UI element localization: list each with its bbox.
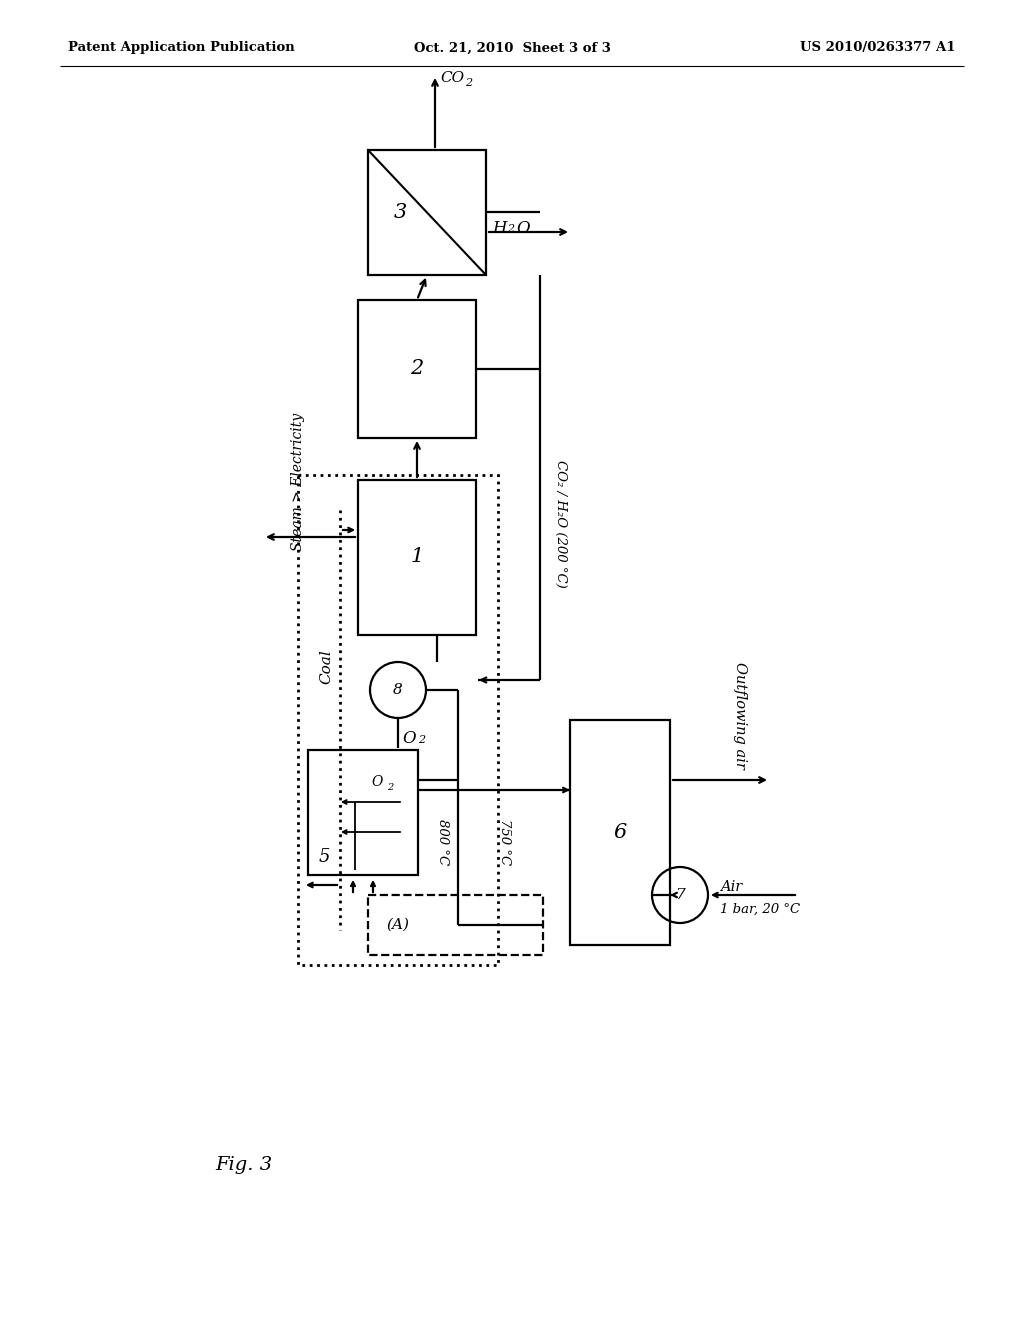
Text: Air: Air <box>720 880 742 894</box>
Text: (A): (A) <box>386 917 409 932</box>
Text: Coal: Coal <box>319 649 333 684</box>
Text: 3: 3 <box>393 202 407 222</box>
Text: Steam > Electricity: Steam > Electricity <box>291 413 305 552</box>
Text: Oct. 21, 2010  Sheet 3 of 3: Oct. 21, 2010 Sheet 3 of 3 <box>414 41 610 54</box>
Text: O: O <box>371 775 382 789</box>
Text: O: O <box>402 730 416 747</box>
Text: Patent Application Publication: Patent Application Publication <box>68 41 295 54</box>
Text: 2: 2 <box>411 359 424 379</box>
Text: CO: CO <box>440 71 464 84</box>
Bar <box>368 150 486 275</box>
Bar <box>358 480 476 635</box>
Text: 8: 8 <box>393 682 402 697</box>
Text: 6: 6 <box>613 822 627 842</box>
Bar <box>358 300 476 438</box>
Text: CO₂ / H₂O (200 °C): CO₂ / H₂O (200 °C) <box>554 461 567 587</box>
Text: 750 °C: 750 °C <box>498 818 511 865</box>
Text: O: O <box>516 220 529 238</box>
Bar <box>368 895 543 954</box>
Text: Outflowing air: Outflowing air <box>733 661 746 768</box>
Text: 5: 5 <box>318 847 330 866</box>
Text: 2: 2 <box>507 224 514 234</box>
Text: 2: 2 <box>418 735 425 744</box>
Text: 2: 2 <box>387 783 393 792</box>
Bar <box>308 750 418 875</box>
Bar <box>298 475 498 965</box>
Text: 7: 7 <box>675 888 685 902</box>
Bar <box>570 719 670 945</box>
Text: US 2010/0263377 A1: US 2010/0263377 A1 <box>801 41 956 54</box>
Text: Fig. 3: Fig. 3 <box>215 1156 272 1173</box>
Text: 800 °C: 800 °C <box>436 818 449 865</box>
Text: H: H <box>492 220 507 238</box>
Text: 1 bar, 20 °C: 1 bar, 20 °C <box>720 903 800 916</box>
Text: 2: 2 <box>465 78 472 88</box>
Text: 1: 1 <box>411 548 424 566</box>
